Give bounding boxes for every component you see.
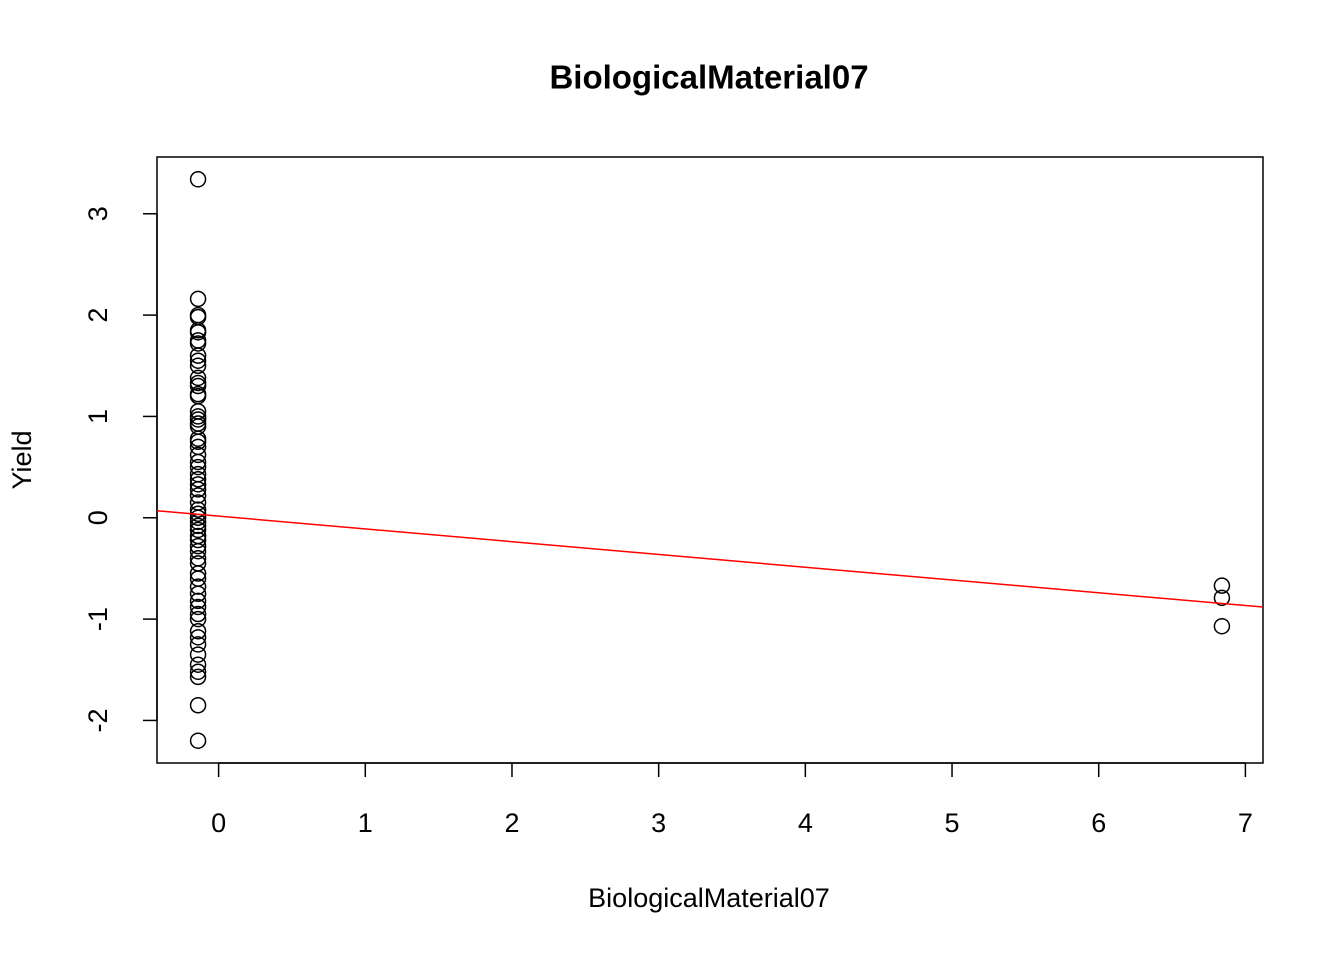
point bbox=[189, 458, 207, 476]
point bbox=[189, 347, 207, 364]
fit-line bbox=[157, 510, 1263, 608]
point bbox=[189, 357, 207, 375]
point bbox=[189, 542, 207, 560]
point bbox=[189, 521, 207, 539]
point bbox=[1213, 589, 1231, 607]
point bbox=[1213, 577, 1231, 594]
point bbox=[189, 446, 207, 464]
point bbox=[189, 487, 207, 504]
x-tick-label: 2 bbox=[504, 808, 519, 838]
point bbox=[189, 171, 207, 188]
x-tick-label: 4 bbox=[798, 808, 813, 838]
x-tick-label: 1 bbox=[358, 808, 373, 838]
point bbox=[189, 411, 207, 428]
point bbox=[189, 636, 207, 653]
chart-title: BiologicalMaterial07 bbox=[549, 59, 868, 96]
point bbox=[189, 517, 207, 535]
point bbox=[189, 663, 207, 681]
x-tick-label: 3 bbox=[651, 808, 666, 838]
point bbox=[189, 453, 207, 471]
point bbox=[189, 629, 207, 646]
point bbox=[189, 433, 207, 451]
point bbox=[189, 537, 207, 555]
point bbox=[189, 592, 207, 610]
point bbox=[189, 471, 207, 488]
point bbox=[189, 605, 207, 623]
y-tick-label: 1 bbox=[83, 409, 113, 424]
point bbox=[189, 668, 207, 686]
point bbox=[189, 565, 207, 582]
point bbox=[189, 377, 207, 395]
x-tick-label: 7 bbox=[1238, 808, 1253, 838]
y-tick-label: -2 bbox=[83, 708, 113, 732]
point bbox=[189, 656, 207, 673]
point bbox=[189, 476, 207, 493]
x-tick-label: 6 bbox=[1091, 808, 1106, 838]
y-tick-label: 2 bbox=[83, 308, 113, 323]
x-tick-label: 0 bbox=[211, 808, 226, 838]
y-axis-title: Yield bbox=[7, 430, 37, 489]
point bbox=[189, 696, 207, 714]
y-tick-label: -1 bbox=[83, 607, 113, 631]
point bbox=[189, 578, 207, 595]
point bbox=[189, 509, 207, 527]
point bbox=[189, 623, 207, 640]
point bbox=[189, 598, 207, 616]
x-axis-title: BiologicalMaterial07 bbox=[588, 883, 830, 913]
point bbox=[189, 352, 207, 369]
point bbox=[189, 481, 207, 498]
x-tick-label: 5 bbox=[945, 808, 960, 838]
point bbox=[189, 501, 207, 518]
point bbox=[189, 335, 207, 352]
point bbox=[189, 369, 207, 387]
point bbox=[189, 610, 207, 628]
point bbox=[189, 646, 207, 663]
y-tick-label: 3 bbox=[83, 206, 113, 221]
point bbox=[1213, 617, 1231, 635]
point bbox=[189, 290, 207, 308]
plot-box bbox=[156, 156, 1264, 764]
point bbox=[189, 585, 207, 603]
point bbox=[189, 732, 207, 749]
y-tick-label: 0 bbox=[83, 510, 113, 525]
point bbox=[189, 531, 207, 549]
point bbox=[189, 324, 207, 341]
